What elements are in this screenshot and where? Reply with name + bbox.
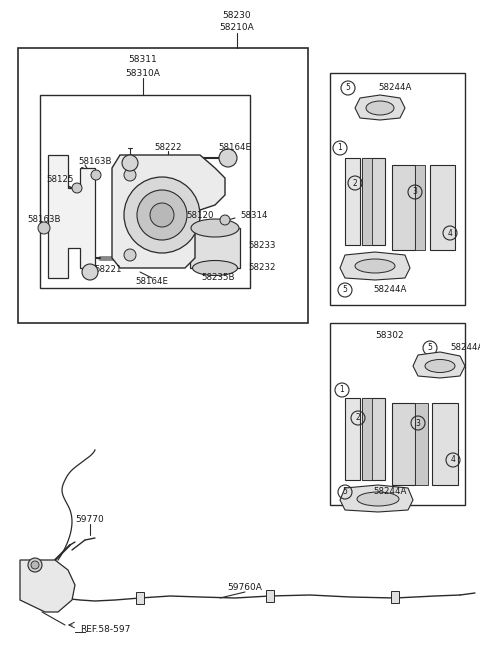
Text: 5: 5 (428, 344, 432, 352)
Polygon shape (340, 485, 413, 512)
Ellipse shape (191, 219, 239, 237)
Text: 58244A: 58244A (373, 488, 407, 496)
Bar (415, 403, 428, 485)
Text: 5: 5 (343, 488, 348, 496)
Circle shape (137, 190, 187, 240)
Bar (430, 165, 455, 250)
Bar (18, 48, 308, 323)
Circle shape (124, 177, 200, 253)
Text: 58311: 58311 (129, 55, 157, 65)
Ellipse shape (366, 101, 394, 115)
Text: 4: 4 (447, 228, 453, 238)
Circle shape (72, 183, 82, 193)
Bar (362, 158, 372, 245)
Circle shape (122, 155, 138, 171)
Text: 3: 3 (413, 188, 418, 196)
Bar (136, 592, 144, 604)
Text: 58163B: 58163B (78, 157, 111, 166)
Polygon shape (20, 560, 75, 612)
Text: 58164E: 58164E (135, 278, 168, 286)
Bar (432, 403, 458, 485)
Text: 58310A: 58310A (126, 69, 160, 77)
Text: 58244A: 58244A (378, 83, 412, 93)
Polygon shape (340, 252, 410, 280)
Bar (40, 95, 250, 288)
Bar (345, 158, 360, 245)
Circle shape (82, 264, 98, 280)
Bar (392, 165, 415, 250)
Circle shape (31, 561, 39, 569)
Text: 58230: 58230 (223, 11, 252, 19)
Polygon shape (413, 352, 465, 378)
Text: 58232: 58232 (248, 264, 276, 272)
Bar (362, 398, 372, 480)
Text: 2: 2 (353, 178, 358, 188)
Text: 58302: 58302 (376, 330, 404, 340)
Text: 58120: 58120 (186, 210, 214, 220)
Polygon shape (112, 155, 225, 268)
Bar (391, 591, 399, 603)
Text: 2: 2 (356, 414, 360, 422)
Bar (68, 195, 80, 242)
Polygon shape (48, 155, 95, 278)
Circle shape (150, 203, 174, 227)
Text: 58235B: 58235B (201, 274, 235, 282)
Text: 1: 1 (337, 143, 342, 153)
Circle shape (219, 149, 237, 167)
Circle shape (28, 558, 42, 572)
Text: 59760A: 59760A (228, 583, 263, 593)
Text: 3: 3 (416, 418, 420, 428)
Circle shape (124, 169, 136, 181)
Text: 58163B: 58163B (27, 214, 61, 224)
Text: REF.58-597: REF.58-597 (80, 625, 131, 635)
Ellipse shape (192, 260, 238, 276)
Text: 58244A: 58244A (373, 286, 407, 294)
Text: 4: 4 (451, 456, 456, 464)
Text: 58222: 58222 (154, 143, 182, 151)
Text: 59770: 59770 (76, 515, 104, 525)
Circle shape (38, 222, 50, 234)
Bar (362, 398, 385, 480)
Bar (362, 158, 385, 245)
Ellipse shape (425, 360, 455, 372)
Bar (20, 580, 55, 595)
Bar (392, 403, 415, 485)
Text: 58244A: 58244A (450, 344, 480, 352)
Text: 58233: 58233 (248, 240, 276, 250)
Bar (330, 73, 465, 305)
Text: 58125: 58125 (46, 176, 74, 184)
Bar (415, 165, 425, 250)
Ellipse shape (355, 259, 395, 273)
Text: 58164E: 58164E (218, 143, 252, 151)
Bar (190, 228, 240, 268)
Ellipse shape (357, 492, 399, 506)
Circle shape (124, 249, 136, 261)
Text: 5: 5 (343, 286, 348, 294)
Bar (330, 323, 465, 505)
Circle shape (220, 215, 230, 225)
Text: 58210A: 58210A (220, 23, 254, 33)
Bar (345, 398, 360, 480)
Polygon shape (355, 95, 405, 120)
Circle shape (91, 170, 101, 180)
Text: 58314: 58314 (240, 210, 267, 220)
Text: 58221: 58221 (94, 266, 122, 274)
Bar (266, 590, 274, 602)
Text: 5: 5 (346, 83, 350, 93)
Text: 1: 1 (340, 386, 344, 394)
